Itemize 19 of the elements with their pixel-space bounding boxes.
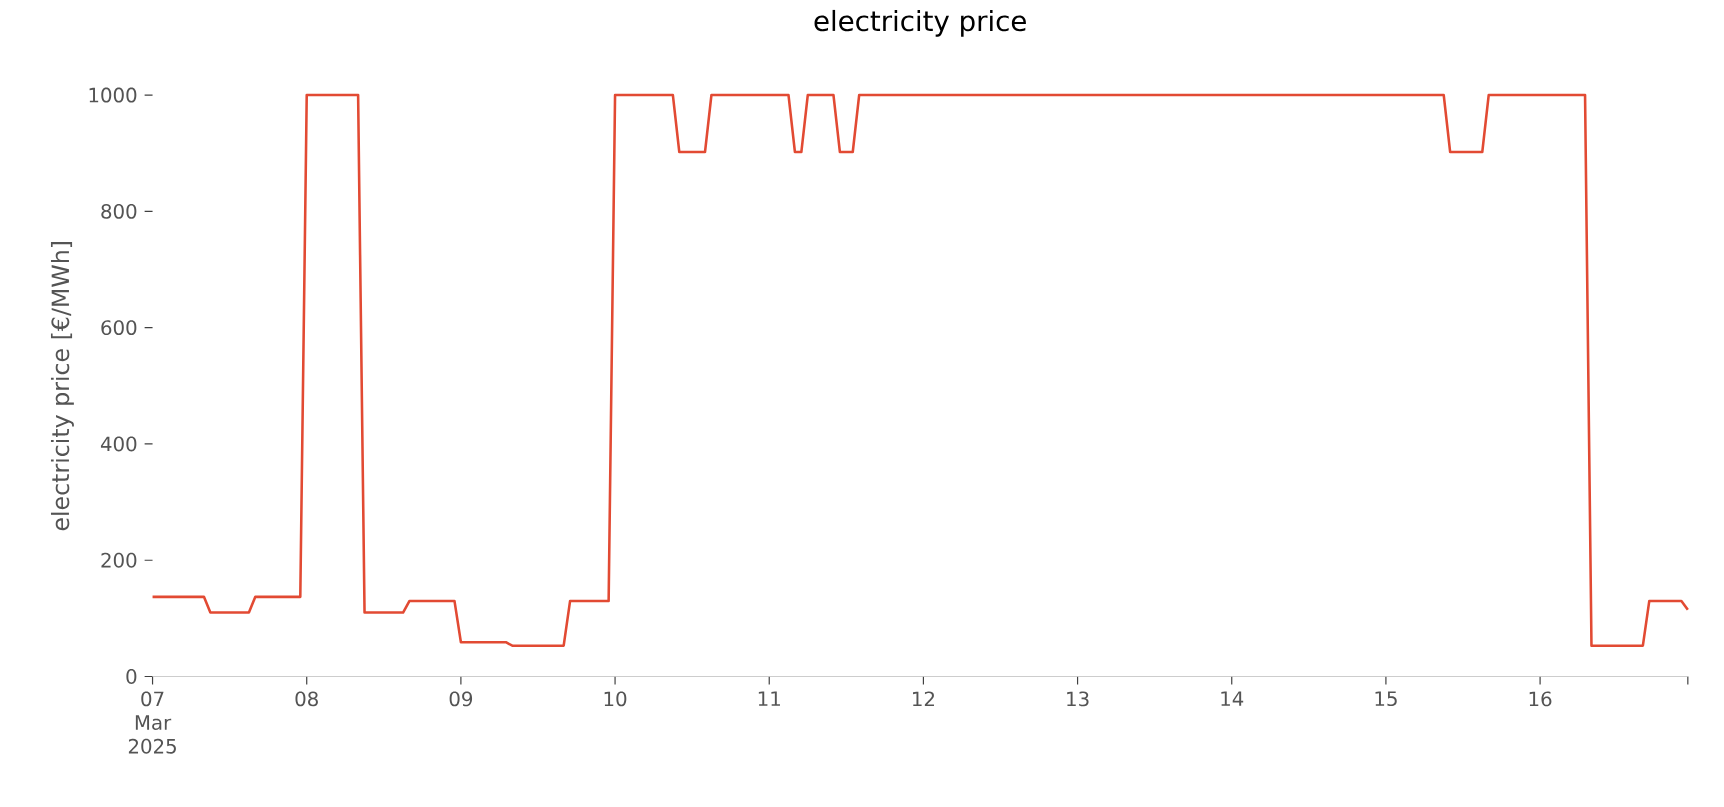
x-tick-label: 09 xyxy=(449,691,473,707)
x-tick-label: 13 xyxy=(1067,691,1089,707)
y-tick-label: 600 xyxy=(101,320,137,335)
y-tick-label: 400 xyxy=(100,436,137,452)
x-tick-label: 11 xyxy=(758,691,780,706)
y-tick-label: 200 xyxy=(101,552,137,568)
x-tick-label: 12 xyxy=(913,691,934,706)
x-tick-label: 16 xyxy=(1529,691,1552,707)
y-tick-label: 1000 xyxy=(89,87,137,103)
x-tick-label: 08 xyxy=(295,691,318,707)
chart-title: electricity price xyxy=(814,9,1026,37)
y-tick-label: 0 xyxy=(126,668,137,684)
x-tick-label: 14 xyxy=(1221,691,1244,706)
y-tick-label: 800 xyxy=(101,203,137,219)
x-tick-label: 10 xyxy=(604,691,627,707)
y-axis-title: electricity price [€/MWh] xyxy=(50,241,74,531)
x-tick-label: 07 Mar 2025 xyxy=(128,691,176,754)
x-tick-label: 15 xyxy=(1375,691,1397,706)
line-series xyxy=(151,93,1690,647)
